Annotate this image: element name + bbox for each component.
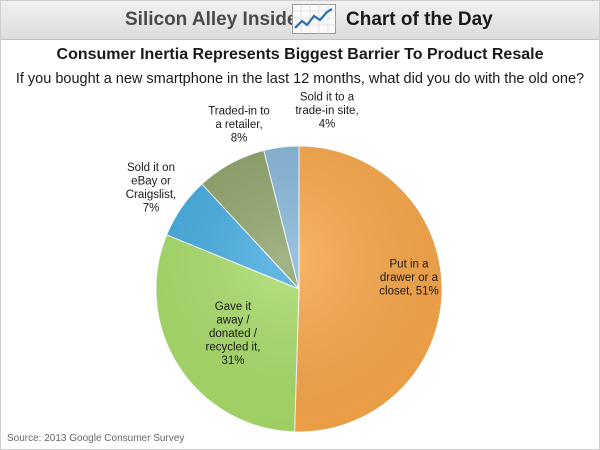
trend-chart-icon (292, 4, 336, 34)
header-banner: Silicon Alley Insider Chart of the Day (1, 1, 599, 40)
section-name: Chart of the Day (346, 9, 493, 30)
slice-label-3: Traded-in to a retailer, 8% (208, 106, 270, 145)
slice-label-0: Put in a drawer or a closet, 51% (379, 259, 438, 298)
slice-label-4: Sold it to a trade-in site, 4% (295, 92, 358, 131)
chart-subtitle: If you bought a new smartphone in the la… (15, 71, 585, 87)
brand-name: Silicon Alley Insider (125, 9, 305, 30)
slice-label-1: Gave it away / donated / recycled it, 31% (206, 301, 261, 367)
chart-title: Consumer Inertia Represents Biggest Barr… (56, 46, 544, 63)
source-note: Source: 2013 Google Consumer Survey (7, 433, 185, 444)
slice-label-2: Sold it on eBay or Craigslist, 7% (126, 162, 176, 215)
